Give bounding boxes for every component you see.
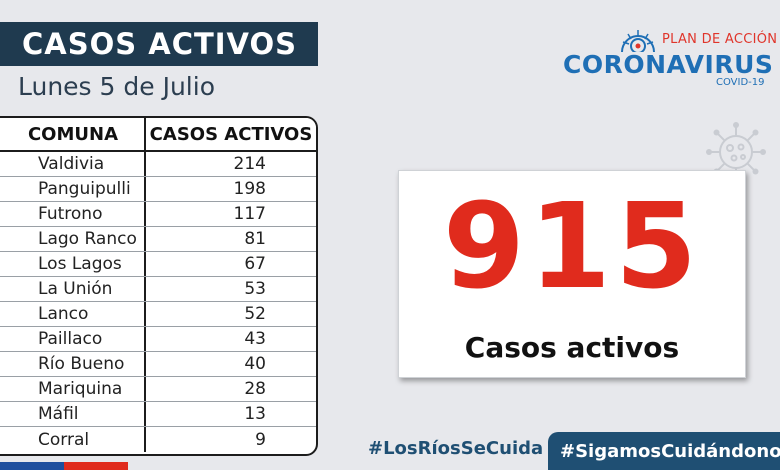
table-row: Máfil 13 (0, 402, 316, 427)
table-row: Futrono 117 (0, 202, 316, 227)
table-header: COMUNA CASOS ACTIVOS (0, 118, 316, 152)
comuna-name: Río Bueno (0, 352, 146, 376)
comuna-name: Los Lagos (0, 252, 146, 276)
total-cases-number: 915 (442, 177, 702, 315)
hashtag-los-rios: #LosRíosSeCuida (368, 438, 544, 459)
table-row: Lanco 52 (0, 302, 316, 327)
casos-count: 43 (244, 329, 266, 349)
comuna-name: Paillaco (0, 327, 146, 351)
logo-main-text: CORONAVIRUS (563, 50, 774, 79)
casos-count: 13 (244, 404, 266, 424)
page-title: CASOS ACTIVOS (22, 27, 298, 61)
date-subtitle: Lunes 5 de Julio (18, 72, 215, 101)
total-cases-label: Casos activos (464, 331, 680, 364)
table-row: Lago Ranco 81 (0, 227, 316, 252)
casos-count: 117 (233, 204, 266, 224)
table-row: Valdivia 214 (0, 152, 316, 177)
column-header-comuna: COMUNA (0, 118, 146, 150)
flag-red-segment (64, 462, 128, 470)
comuna-name: Panguipulli (0, 177, 146, 201)
casos-count: 198 (233, 179, 266, 199)
comuna-name: Corral (0, 427, 146, 452)
total-cases-card: 915 Casos activos (398, 170, 746, 378)
table-row: La Unión 53 (0, 277, 316, 302)
comuna-name: Valdivia (0, 152, 146, 176)
comuna-name: Lanco (0, 302, 146, 326)
comuna-name: La Unión (0, 277, 146, 301)
column-header-casos: CASOS ACTIVOS (149, 123, 313, 145)
logo-plan-text: PLAN DE ACCIÓN (662, 32, 778, 47)
virus-icon (621, 30, 655, 52)
casos-count: 81 (244, 229, 266, 249)
table-row: Paillaco 43 (0, 327, 316, 352)
hashtag-band: #SigamosCuidándonos (548, 432, 780, 470)
table-row: Río Bueno 40 (0, 352, 316, 377)
comuna-name: Máfil (0, 402, 146, 426)
comuna-name: Futrono (0, 202, 146, 226)
table-row: Mariquina 28 (0, 377, 316, 402)
hashtag-sigamos: #SigamosCuidándonos (560, 440, 780, 462)
casos-count: 40 (244, 354, 266, 374)
casos-count: 53 (244, 279, 266, 299)
comuna-name: Mariquina (0, 377, 146, 401)
flag-strip (0, 462, 128, 470)
flag-blue-segment (0, 462, 64, 470)
casos-count: 28 (244, 379, 266, 399)
casos-count: 67 (244, 254, 266, 274)
title-banner: CASOS ACTIVOS (0, 22, 318, 66)
comuna-name: Lago Ranco (0, 227, 146, 251)
cases-table: COMUNA CASOS ACTIVOS Valdivia 214 Panguipu… (0, 116, 318, 456)
logo-sub-text: COVID-19 (716, 77, 765, 88)
table-row: Los Lagos 67 (0, 252, 316, 277)
table-row: Corral 9 (0, 427, 316, 452)
table-body: Valdivia 214 Panguipulli 198 Futrono 117 Lago … (0, 152, 316, 452)
casos-count: 52 (244, 304, 266, 324)
casos-count: 214 (233, 154, 266, 174)
table-row: Panguipulli 198 (0, 177, 316, 202)
casos-count: 9 (255, 429, 266, 450)
